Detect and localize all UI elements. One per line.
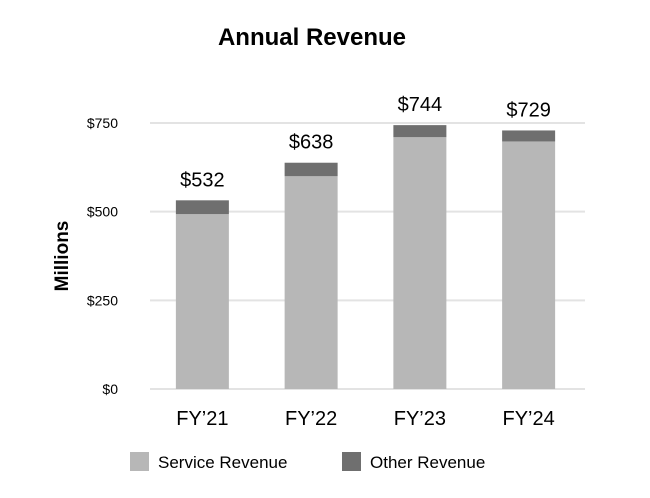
- bar-service-revenue: [502, 141, 556, 389]
- x-tick-label: FY’22: [285, 408, 337, 430]
- y-tick-label: $0: [102, 381, 118, 397]
- legend-label-other-revenue: Other Revenue: [370, 453, 485, 472]
- legend: Service Revenue Other Revenue: [130, 452, 485, 472]
- bar-other-revenue: [393, 125, 447, 138]
- x-tick-label: FY’24: [503, 408, 555, 430]
- y-tick-label: $250: [87, 292, 118, 308]
- labels: $0 $250 $500 $750 $532 FY’21 $638 FY’22 $744 FY’2…: [87, 94, 555, 430]
- legend-swatch-other-revenue: [342, 452, 361, 471]
- data-label-total: $729: [506, 99, 551, 121]
- bar-service-revenue: [175, 214, 229, 389]
- bar-other-revenue: [502, 130, 556, 142]
- bar-service-revenue: [393, 137, 447, 389]
- chart-title: Annual Revenue: [218, 24, 406, 51]
- bars: [175, 125, 556, 389]
- x-tick-label: FY’21: [176, 408, 228, 430]
- data-label-total: $638: [289, 132, 334, 154]
- data-label-total: $744: [398, 94, 443, 116]
- y-axis-label: Millions: [52, 221, 73, 292]
- bar-other-revenue: [175, 200, 229, 215]
- legend-swatch-service-revenue: [130, 452, 149, 471]
- data-label-total: $532: [180, 169, 225, 191]
- bar-other-revenue: [284, 162, 338, 177]
- bar-service-revenue: [284, 176, 338, 389]
- x-tick-label: FY’23: [394, 408, 446, 430]
- y-tick-label: $500: [87, 204, 118, 220]
- legend-label-service-revenue: Service Revenue: [158, 453, 287, 472]
- y-tick-label: $750: [87, 115, 118, 131]
